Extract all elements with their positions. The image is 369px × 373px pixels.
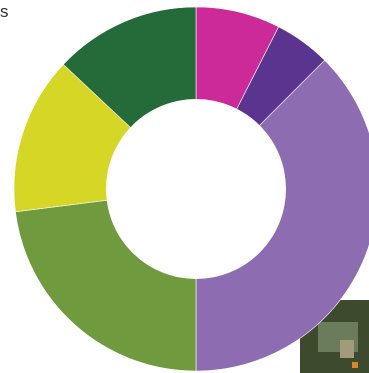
cropped-caption-text: s <box>0 2 11 21</box>
donut-hole <box>106 99 286 279</box>
donut-slice-3 <box>195 59 369 372</box>
